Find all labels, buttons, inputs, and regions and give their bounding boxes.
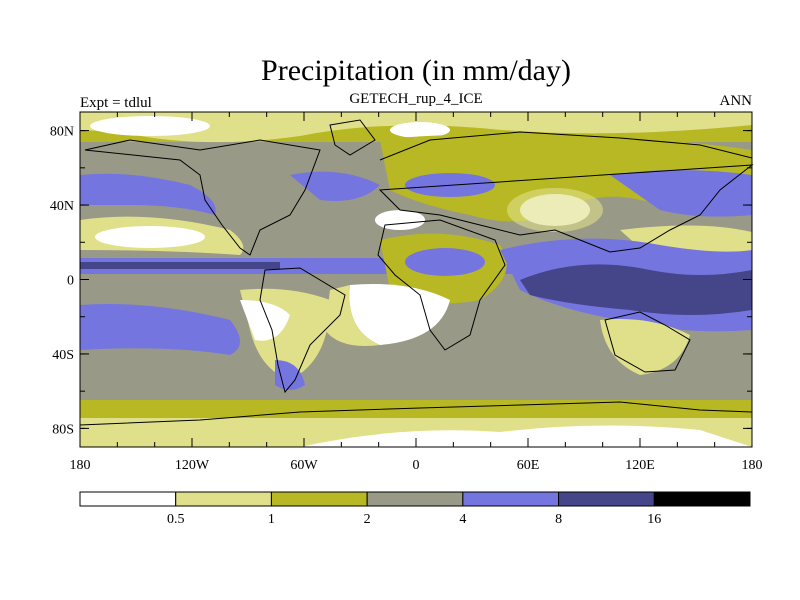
coast-south-america <box>259 267 346 394</box>
coast-eurasia <box>378 131 754 253</box>
colorbar-swatch <box>79 491 177 507</box>
lon-tick-label: 0 <box>413 458 420 473</box>
coastlines <box>79 119 754 426</box>
figure-subtitle: GETECH_rup_4_ICE <box>349 91 482 107</box>
coast-north-america <box>84 139 321 256</box>
colorbar-label: 4 <box>459 512 466 527</box>
lat-tick-label: 40S <box>52 348 74 363</box>
colorbar-label: 8 <box>555 512 562 527</box>
lon-tick-label: 180 <box>742 458 763 473</box>
field-africa-wet <box>405 248 485 276</box>
colorbar-label: 0.5 <box>167 512 185 527</box>
coast-antarctica <box>79 401 753 426</box>
field-spac-wet <box>80 304 240 355</box>
figure-title: Precipitation (in mm/day) <box>261 54 571 87</box>
field-north-light <box>80 112 752 143</box>
lat-tick-label: 80N <box>50 125 74 140</box>
field-north-atlantic-wet <box>290 171 380 201</box>
colorbar-swatch <box>366 491 464 507</box>
lon-tick-label: 120W <box>175 458 210 473</box>
lat-tick-label: 40N <box>50 199 74 214</box>
field-npac-dry <box>95 226 205 248</box>
lon-tick-label: 60E <box>517 458 540 473</box>
coast-greenland <box>329 119 376 156</box>
colorbar-swatch <box>653 491 751 507</box>
colorbar-label: 2 <box>364 512 371 527</box>
field-australia-light <box>600 319 690 375</box>
colorbar-swatch <box>270 491 368 507</box>
longitude-axis: 180 120W 60W 0 60E 120E 180 <box>70 112 763 473</box>
coast-australia <box>604 311 691 373</box>
field-sahara-dry <box>375 210 425 230</box>
colorbar-label: 16 <box>647 512 661 527</box>
field-west-pacific-wet <box>610 170 752 217</box>
field-south-atlantic-dry <box>349 284 450 345</box>
lon-tick-label: 60W <box>290 458 318 473</box>
field-dry-north-2 <box>390 122 450 138</box>
coast-africa <box>377 219 506 351</box>
field-north-pacific-wet <box>80 173 216 215</box>
lat-tick-label: 0 <box>67 274 74 289</box>
colorbar-swatch <box>462 491 560 507</box>
colorbar-swatch <box>175 491 272 507</box>
colorbar-swatch <box>558 491 655 507</box>
field-southern-ocean <box>80 378 752 400</box>
lat-tick-label: 80S <box>52 422 74 437</box>
field-south-africa-ring <box>325 285 380 346</box>
lon-tick-label: 180 <box>70 458 91 473</box>
lon-tick-label: 120E <box>625 458 655 473</box>
colorbar-label: 1 <box>268 512 275 527</box>
precipitation-field <box>80 112 752 447</box>
field-chile-dry <box>240 300 290 341</box>
field-indian-ocean-core <box>520 264 752 315</box>
colorbar: 0.5 1 2 4 8 16 <box>79 491 751 527</box>
experiment-label: Expt = tdlul <box>80 95 152 111</box>
season-label: ANN <box>720 93 753 109</box>
field-antarctica-dry <box>300 425 752 447</box>
field-dry-north-1 <box>90 116 210 136</box>
field-itcz-core <box>80 262 280 269</box>
field-central-asia-light <box>507 188 603 232</box>
latitude-axis: 80N 40N 0 40S 80S <box>50 125 752 437</box>
